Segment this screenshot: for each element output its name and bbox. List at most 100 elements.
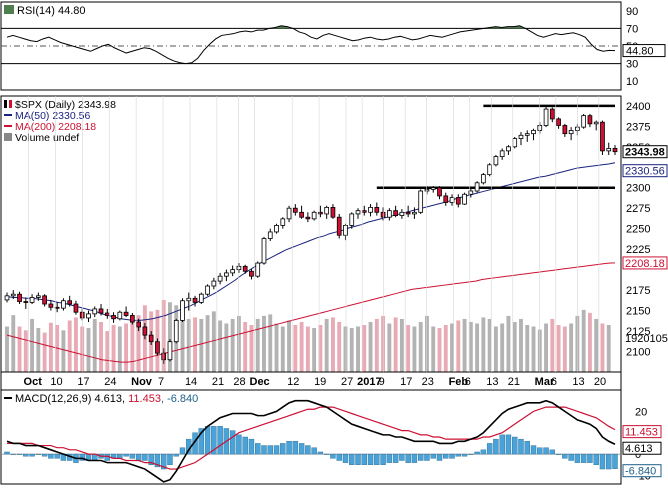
candle-body	[405, 211, 411, 215]
macd-histogram-bar	[392, 453, 399, 463]
x-tick-label: 6	[465, 376, 471, 388]
rsi-line	[6, 25, 616, 65]
x-tick-label: 6	[551, 376, 557, 388]
macd-histogram-bar	[562, 453, 568, 459]
price-tick-label: 2225	[626, 244, 650, 256]
macd-histogram-bar	[480, 449, 487, 455]
volume-bar	[168, 302, 172, 372]
macd-histogram-bar	[524, 441, 530, 455]
macd-histogram-bar	[443, 453, 449, 459]
candle-body	[468, 190, 474, 195]
candle-body	[606, 148, 612, 152]
x-tick-label: 10	[50, 376, 62, 388]
candle-body	[286, 207, 292, 220]
macd-histogram-bar	[41, 453, 48, 457]
candle-body	[393, 210, 398, 216]
volume-bar	[450, 323, 454, 372]
ma200-value-box	[622, 256, 668, 270]
x-tick-label: Nov	[131, 376, 153, 388]
macd-histogram-bar	[430, 453, 436, 459]
volume-bar	[462, 318, 467, 372]
macd-histogram-bar	[367, 453, 374, 465]
rsi-value-label: 44.80	[626, 46, 654, 58]
price-tick-label: 2125	[626, 326, 650, 338]
candle-body	[23, 301, 29, 303]
macd-histogram-bar	[305, 445, 311, 455]
candle-body	[48, 303, 54, 308]
macd-legend-macd: MACD(12,26,9) 4.613,	[15, 393, 128, 405]
volume-bar	[606, 325, 611, 372]
candle-body	[474, 182, 480, 192]
x-tick-label: Mar	[535, 376, 555, 388]
volume-bar	[349, 328, 354, 372]
volume-bar	[199, 318, 204, 372]
macd-histogram-bar	[530, 445, 537, 455]
macd-histogram-bar	[580, 453, 587, 463]
candle-body	[42, 295, 47, 305]
rsi-value-box	[622, 44, 666, 58]
candle-body	[336, 216, 342, 236]
candle-body	[17, 293, 22, 302]
macd-histogram-bar	[23, 453, 29, 457]
macd-value-box	[622, 464, 662, 478]
volume-bar	[236, 315, 241, 372]
macd-histogram-bar	[330, 453, 336, 459]
x-tick-label: 21	[212, 376, 224, 388]
candle-body	[418, 190, 424, 213]
price-panel-frame	[0, 95, 622, 373]
rsi-tick-label: 90	[626, 6, 638, 18]
x-axis-band	[0, 371, 622, 391]
candle-body	[374, 206, 380, 213]
candle-body	[556, 118, 561, 126]
volume-bar	[249, 325, 254, 372]
candle-body	[380, 211, 386, 218]
volume-bar	[287, 320, 292, 372]
x-tick-label: 17	[400, 376, 412, 388]
candle-body	[455, 197, 461, 205]
volume-bar	[531, 326, 536, 372]
price-tick-label: 2275	[626, 203, 650, 215]
volume-bar	[356, 326, 360, 372]
macd-histogram-bar	[512, 436, 518, 455]
macd-histogram-bar	[349, 453, 355, 465]
candle-body	[267, 231, 273, 239]
candle-body	[261, 238, 267, 264]
volume-bar	[255, 318, 260, 372]
macd-histogram-bar	[549, 449, 556, 455]
volume-bar	[500, 323, 505, 372]
candle-legend-icon	[9, 100, 12, 108]
candle-body	[481, 174, 486, 184]
price-tick-label: 2400	[626, 101, 650, 113]
volume-value-label: 1920105	[625, 333, 668, 345]
candle-body	[67, 300, 73, 305]
volume-bar	[48, 322, 53, 372]
volume-bar	[431, 326, 436, 372]
candle-body	[104, 312, 110, 316]
candle-body	[311, 211, 317, 220]
candle-body	[506, 146, 511, 152]
candle-body	[600, 121, 605, 152]
macd-histogram-bar	[204, 426, 211, 455]
macd-value-label: 4.613	[625, 443, 653, 455]
macd-histogram-bar	[217, 426, 223, 455]
macd-histogram-bar	[198, 428, 205, 455]
volume-bar	[124, 323, 129, 372]
volume-bar	[330, 317, 335, 372]
volume-bar	[293, 325, 298, 372]
candle-body	[167, 341, 173, 361]
volume-bar	[519, 318, 523, 372]
macd-histogram-bar	[35, 453, 42, 455]
price-tick-label: 2175	[626, 285, 650, 297]
volume-bar	[205, 315, 210, 372]
candle-body	[292, 207, 298, 213]
macd-histogram-bar	[568, 453, 574, 461]
candle-body	[10, 293, 16, 297]
candle-body	[148, 334, 154, 343]
candle-body	[355, 210, 361, 215]
macd-histogram-bar	[48, 453, 54, 459]
macd-histogram-bar	[543, 447, 549, 455]
price-tick-label: 2300	[626, 183, 650, 195]
macd-histogram-bar	[117, 453, 123, 459]
candle-body	[173, 320, 179, 343]
